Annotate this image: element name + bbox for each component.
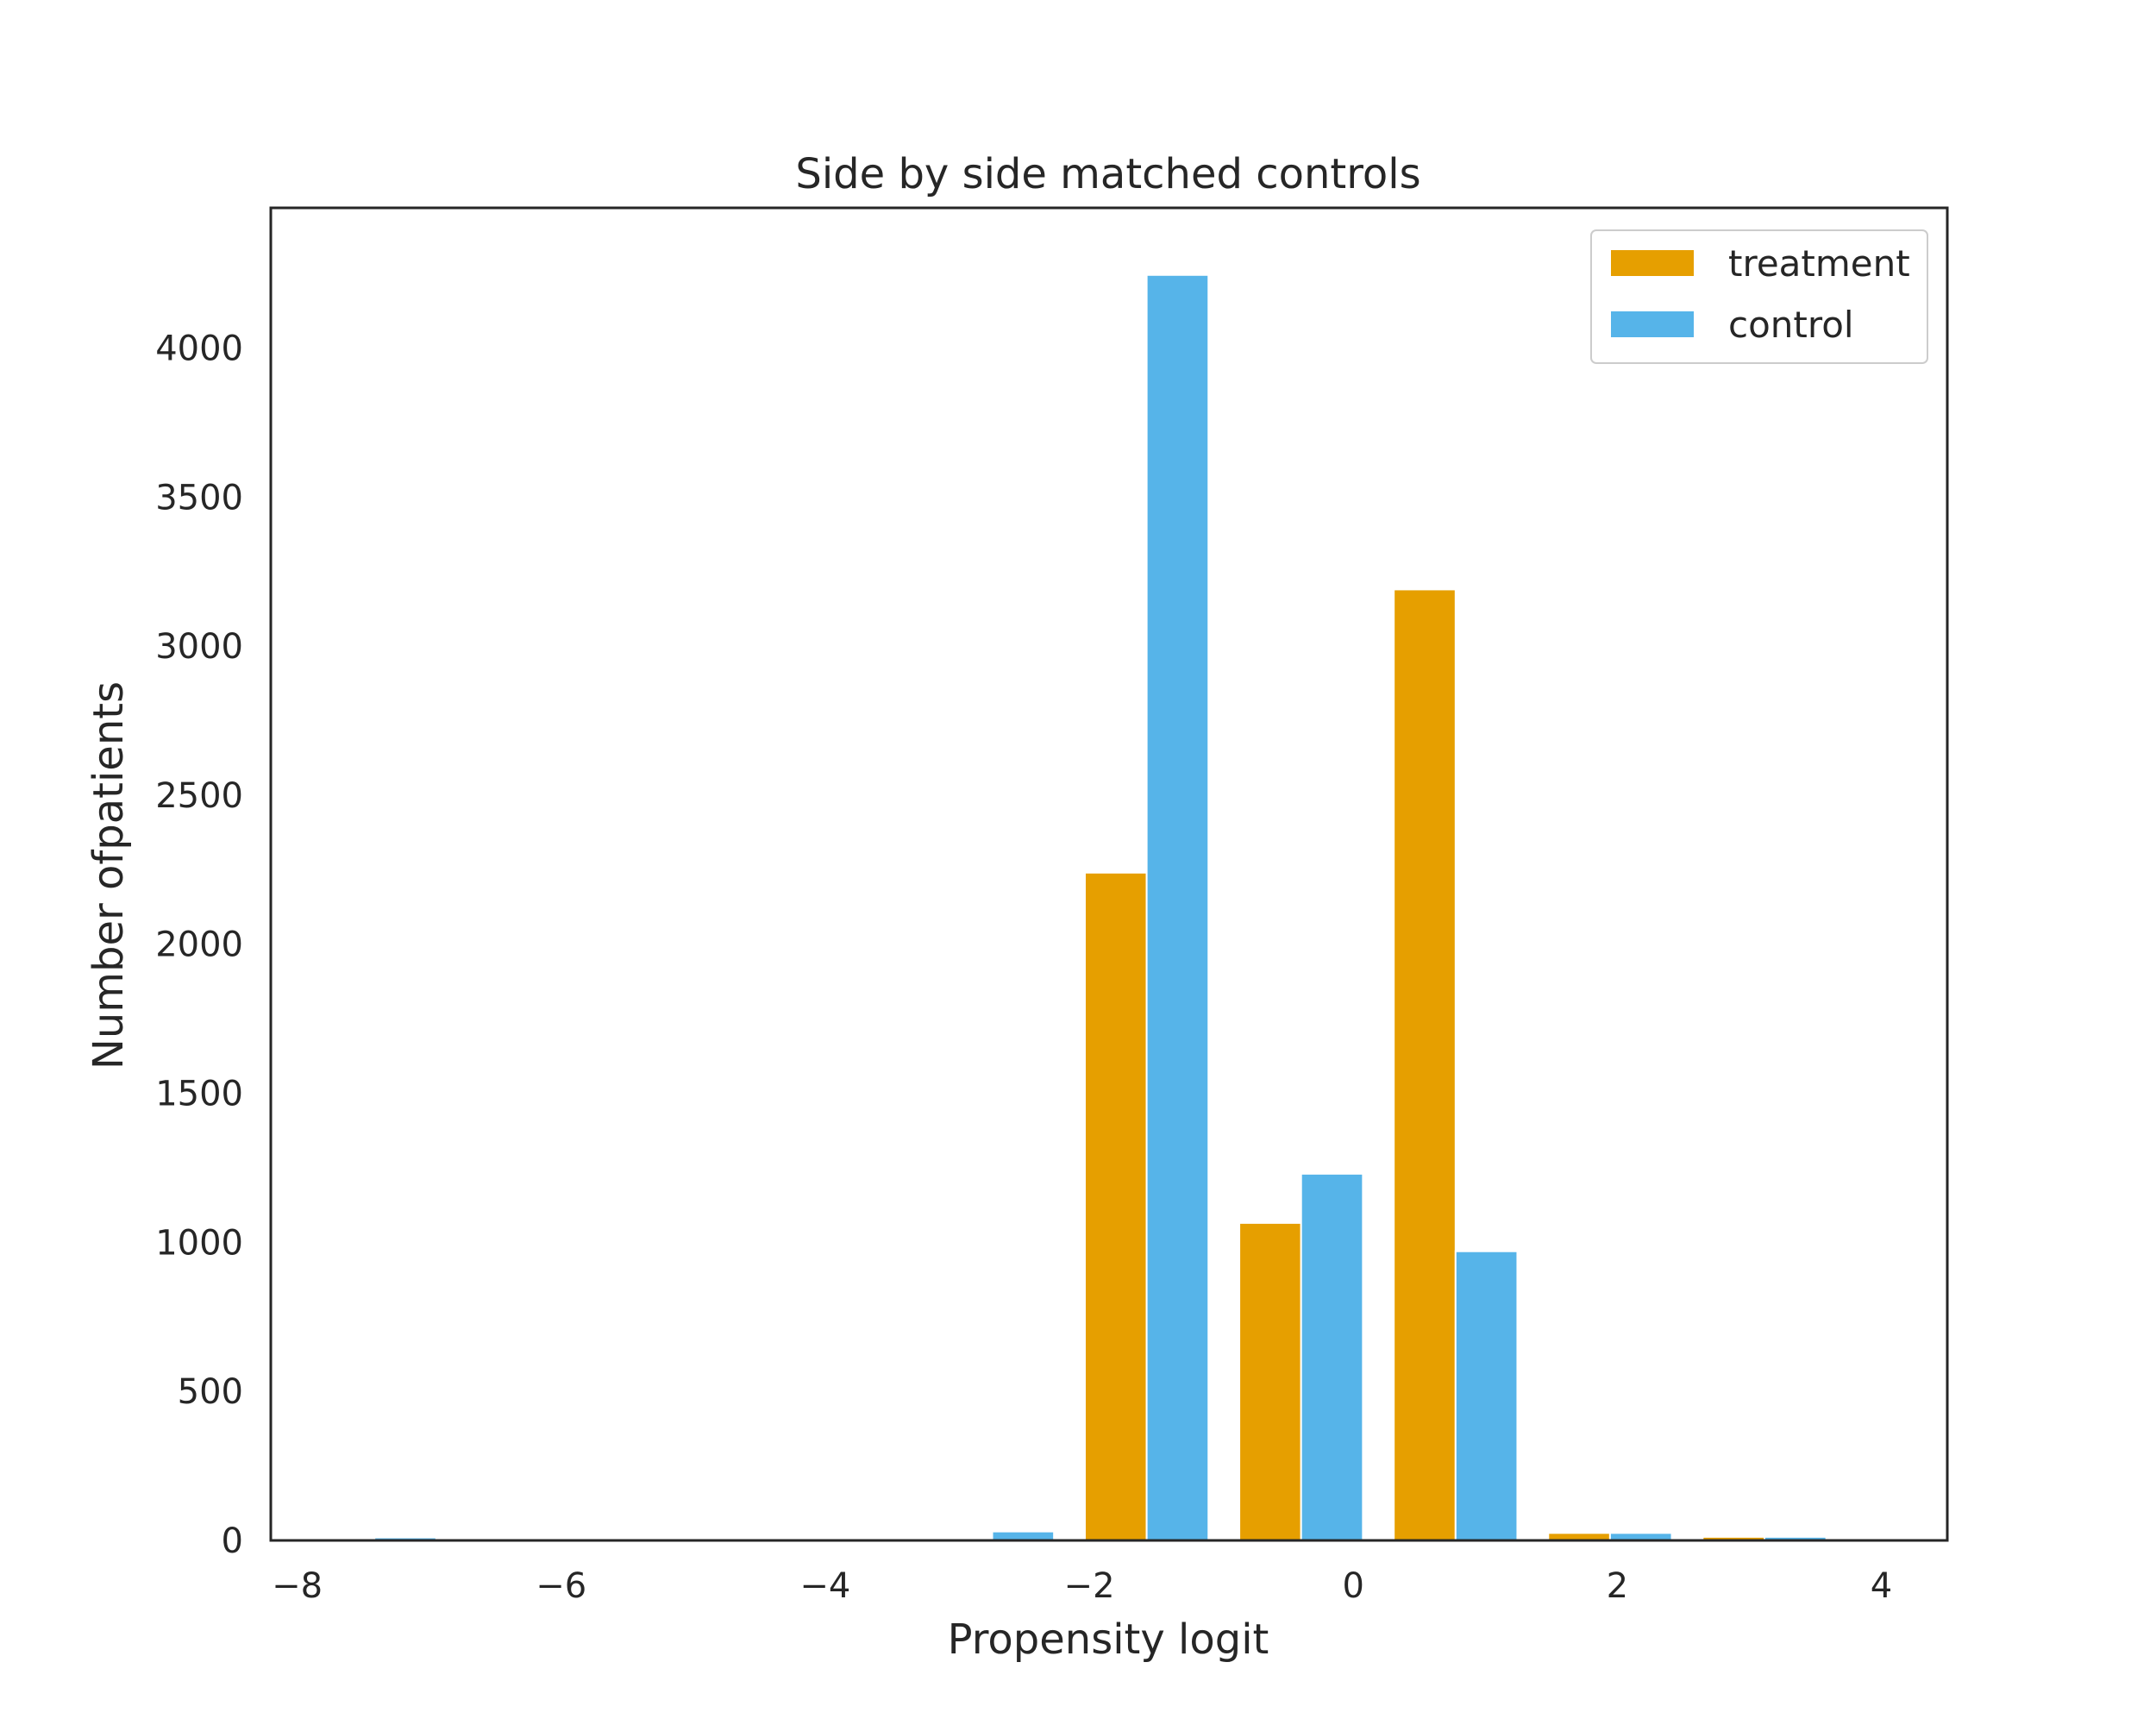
- x-axis-label: Propensity logit: [948, 1615, 1269, 1664]
- bar-control-bin-4: [991, 1530, 1056, 1541]
- bar-treatment-bin-6: [1238, 1221, 1302, 1542]
- legend-swatch-treatment: [1611, 250, 1694, 276]
- bar-control-bin-5: [1145, 273, 1210, 1542]
- bar-control-bin-6: [1300, 1172, 1364, 1541]
- chart-title: Side by side matched controls: [795, 150, 1420, 198]
- y-tick-label-8: 4000: [155, 329, 243, 368]
- y-tick-label-7: 3500: [155, 478, 243, 518]
- y-tick-label-1: 500: [178, 1372, 243, 1412]
- legend-label-control: control: [1728, 304, 1854, 346]
- y-tick-label-0: 0: [222, 1521, 243, 1561]
- x-tick-label-4: 0: [1342, 1566, 1363, 1606]
- x-tick-label-3: −2: [1064, 1566, 1115, 1606]
- legend-label-treatment: treatment: [1728, 242, 1910, 285]
- legend: treatment control: [1590, 229, 1928, 364]
- y-tick-label-4: 2000: [155, 925, 243, 965]
- legend-swatch-control: [1611, 311, 1694, 337]
- bar-treatment-bin-5: [1083, 871, 1148, 1541]
- y-tick-label-2: 1000: [155, 1223, 243, 1263]
- y-tick-label-5: 2500: [155, 776, 243, 816]
- bars-layer: [373, 273, 1827, 1542]
- y-tick-label-3: 1500: [155, 1075, 243, 1114]
- y-tick-label-6: 3000: [155, 627, 243, 667]
- x-tick-label-6: 4: [1871, 1566, 1892, 1606]
- x-tick-label-1: −6: [536, 1566, 586, 1606]
- x-tick-label-2: −4: [799, 1566, 850, 1606]
- bar-treatment-bin-7: [1393, 588, 1457, 1541]
- plot-frame: [269, 206, 1949, 1542]
- y-axis-ticks: 0 500 1000 1500 2000 2500 3000 3500 4000: [155, 329, 243, 1561]
- x-tick-label-5: 2: [1607, 1566, 1628, 1606]
- x-tick-label-0: −8: [272, 1566, 323, 1606]
- bar-control-bin-7: [1454, 1250, 1519, 1542]
- y-axis-label: Number ofpatients: [85, 681, 133, 1070]
- x-axis-ticks: −8 −6 −4 −2 0 2 4: [272, 1566, 1892, 1606]
